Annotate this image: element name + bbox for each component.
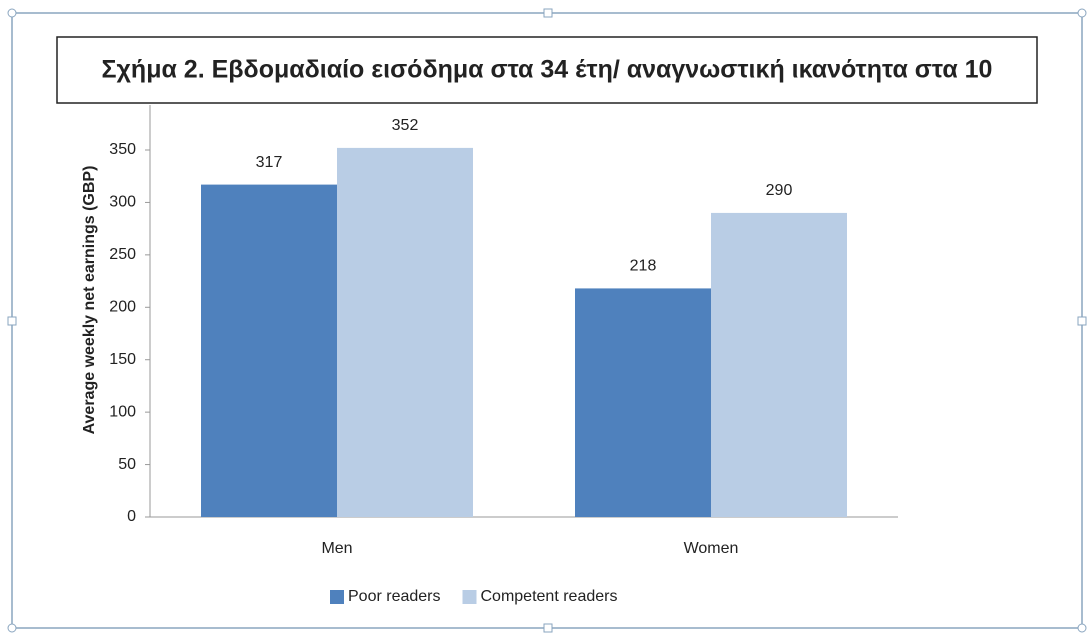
x-tick-label: Men <box>321 540 352 557</box>
handles <box>7 8 1087 633</box>
legend-label: Poor readers <box>348 588 441 605</box>
frame <box>11 12 1083 629</box>
y-tick-label: 50 <box>118 456 136 473</box>
x-tick-label: Women <box>684 540 739 557</box>
y-tick-label: 100 <box>109 403 136 420</box>
legend-label: Competent readers <box>481 588 618 605</box>
bar <box>575 288 711 517</box>
legend-swatch <box>330 590 344 604</box>
y-tick-label: 300 <box>109 194 136 211</box>
bar <box>337 147 473 517</box>
data-label: 290 <box>766 182 793 199</box>
bar <box>711 212 847 517</box>
data-label: 352 <box>392 117 419 134</box>
y-axis-label: Average weekly net earnings (GBP) <box>81 166 98 435</box>
title-box <box>56 36 1038 104</box>
y-tick-label: 350 <box>109 141 136 158</box>
chart-title: Σχήμα 2. Εβδομαδιαίο εισόδημα στα 34 έτη… <box>102 56 993 84</box>
y-tick-label: 250 <box>109 246 136 263</box>
y-tick-label: 0 <box>127 508 136 525</box>
bar <box>201 184 337 518</box>
y-tick-label: 150 <box>109 351 136 368</box>
data-label: 317 <box>256 154 283 171</box>
data-label: 218 <box>630 258 657 275</box>
y-tick-label: 200 <box>109 299 136 316</box>
legend-swatch <box>462 590 477 604</box>
